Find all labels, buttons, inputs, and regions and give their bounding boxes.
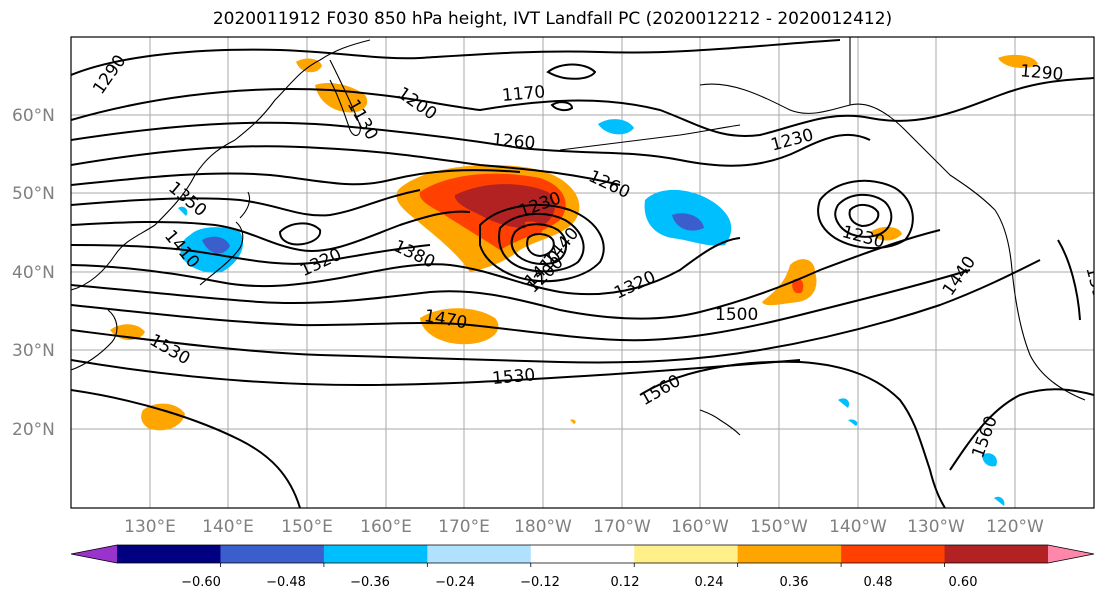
longitude-labels: 130°E 140°E 150°E 160°E 170°E 180°W 170°… [124, 517, 1044, 537]
colorbar-ticks: −0.60 −0.48 −0.36 −0.24 −0.12 0.12 0.24 … [181, 575, 977, 590]
lat-label: 20°N [12, 420, 55, 440]
colorbar-segment [737, 545, 842, 563]
colorbar-tick-label: 0.12 [611, 575, 640, 590]
colorbar-tick-label: 0.60 [949, 575, 978, 590]
lon-label: 160°W [671, 517, 729, 537]
colorbar-extend-min [71, 545, 117, 563]
contour-label: 1290 [1019, 61, 1064, 85]
contour-label: 1170 [501, 82, 546, 106]
lon-label: 130°W [907, 517, 965, 537]
lon-label: 170°W [593, 517, 651, 537]
lon-label: 140°W [829, 517, 887, 537]
contour-label: 1500 [715, 305, 758, 325]
lat-label: 50°N [12, 184, 55, 204]
lon-label: 170°E [438, 517, 490, 537]
lon-label: 130°E [124, 517, 176, 537]
colorbar-outline [70, 544, 1095, 564]
colorbar [70, 544, 1095, 567]
map-title: 2020011912 F030 850 hPa height, IVT Land… [212, 9, 893, 29]
colorbar-segment [944, 545, 1049, 563]
colorbar-segment [117, 545, 221, 563]
colorbar-tick-label: 0.36 [780, 575, 809, 590]
latitude-labels: 60°N 50°N 40°N 30°N 20°N [12, 106, 55, 440]
colorbar-extend-max [1048, 545, 1094, 563]
colorbar-segment [634, 545, 739, 563]
colorbar-segment [220, 545, 325, 563]
colorbar-tick-label: −0.12 [520, 575, 560, 590]
colorbar-tick-label: 0.48 [864, 575, 893, 590]
height-contours [71, 39, 1094, 508]
colorbar-segment [427, 545, 532, 563]
map-frame [70, 36, 1095, 509]
colorbar-tick-label: −0.24 [435, 575, 475, 590]
lon-label: 140°E [202, 517, 254, 537]
coastlines [71, 37, 1086, 436]
colorbar-segment [530, 545, 635, 563]
colorbar-segment [841, 545, 946, 563]
lon-label: 120°W [986, 517, 1044, 537]
colorbar-tick-label: −0.36 [350, 575, 390, 590]
lon-label: 160°E [360, 517, 412, 537]
contour-label: 1260 [491, 130, 536, 154]
lon-label: 180°W [514, 517, 572, 537]
lon-label: 150°E [281, 517, 333, 537]
contour-label: 1530 [491, 365, 536, 389]
colorbar-tick-label: 0.24 [695, 575, 724, 590]
colorbar-segment [323, 545, 428, 563]
lat-label: 40°N [12, 263, 55, 283]
lat-label: 30°N [12, 341, 55, 361]
lat-label: 60°N [12, 106, 55, 126]
colorbar-tick-label: −0.48 [266, 575, 306, 590]
colorbar-tick-label: −0.60 [181, 575, 221, 590]
lon-label: 150°W [750, 517, 808, 537]
